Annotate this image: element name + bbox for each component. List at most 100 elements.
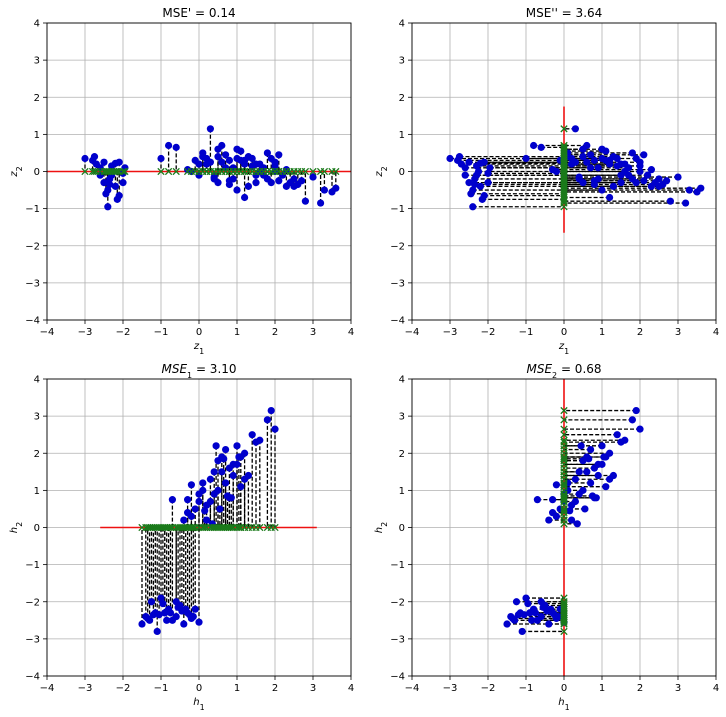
data-point bbox=[469, 203, 477, 211]
projected-point bbox=[560, 611, 568, 619]
projected-point bbox=[560, 616, 568, 624]
data-point bbox=[222, 445, 230, 454]
projected-point bbox=[168, 523, 177, 532]
data-point bbox=[144, 614, 152, 623]
data-point bbox=[606, 156, 614, 164]
data-point bbox=[225, 156, 233, 164]
data-point bbox=[233, 186, 241, 194]
data-point bbox=[471, 180, 479, 189]
data-point bbox=[157, 154, 165, 163]
data-point bbox=[159, 600, 167, 608]
x-tick-label: −2 bbox=[481, 327, 496, 338]
projected-point bbox=[290, 167, 298, 176]
y-tick-label: −3 bbox=[390, 278, 405, 289]
projected-point bbox=[163, 523, 171, 532]
projected-point bbox=[113, 167, 121, 176]
panel-bottom-left: −4 −3 −2 −1 0 1 2 3 4 −4 −3 −2 −1 0 1 2 3 4 MSE1 = 3.10 h1 h… bbox=[9, 362, 354, 712]
projected-point bbox=[185, 523, 194, 532]
data-point bbox=[617, 171, 625, 179]
data-point bbox=[520, 611, 528, 619]
y-tick-label: 1 bbox=[34, 130, 40, 141]
y-tick-label: 1 bbox=[399, 130, 405, 141]
projected-point bbox=[235, 523, 243, 532]
data-point bbox=[606, 475, 614, 483]
data-point bbox=[461, 164, 469, 172]
data-point bbox=[552, 481, 561, 489]
data-point bbox=[155, 611, 163, 619]
y-axis-label: h2 bbox=[9, 522, 24, 533]
x-tick-label: 4 bbox=[348, 683, 354, 694]
projected-point bbox=[256, 523, 264, 532]
y-tick-label: −2 bbox=[25, 241, 40, 252]
x-tick-label: −4 bbox=[405, 683, 420, 694]
y-tick-label: 4 bbox=[399, 375, 405, 386]
data-point bbox=[465, 158, 473, 166]
data-point bbox=[282, 166, 290, 174]
data-point bbox=[655, 182, 663, 190]
y-tick-label: −3 bbox=[390, 634, 405, 645]
x-tick-label: 4 bbox=[348, 327, 354, 338]
x-tick-label: 3 bbox=[310, 327, 316, 338]
data-point bbox=[537, 598, 545, 606]
data-point bbox=[613, 154, 621, 163]
data-point bbox=[199, 479, 207, 487]
data-point bbox=[621, 436, 629, 444]
data-point bbox=[256, 436, 264, 444]
x-tick-label: 2 bbox=[637, 683, 643, 694]
chart-title: MSE2 = 0.68 bbox=[526, 362, 601, 380]
data-point bbox=[165, 141, 173, 150]
y-tick-label: −1 bbox=[390, 560, 405, 571]
y-axis-label: z2 bbox=[374, 166, 389, 177]
data-point bbox=[241, 156, 249, 164]
data-point bbox=[590, 177, 599, 185]
data-point bbox=[579, 179, 587, 187]
data-point bbox=[587, 151, 595, 159]
data-point bbox=[636, 425, 644, 433]
data-point bbox=[598, 186, 606, 194]
data-point bbox=[195, 618, 203, 626]
data-point bbox=[203, 154, 211, 163]
data-point bbox=[528, 616, 536, 624]
data-point bbox=[106, 180, 114, 189]
data-point bbox=[484, 179, 492, 187]
data-point bbox=[90, 153, 99, 161]
y-tick-label: 4 bbox=[399, 19, 405, 30]
data-point bbox=[263, 149, 271, 157]
y-tick-label: −3 bbox=[25, 278, 40, 289]
x-tick-label: 1 bbox=[599, 683, 605, 694]
data-point bbox=[545, 620, 553, 628]
data-point bbox=[550, 611, 559, 619]
x-tick-label: −1 bbox=[519, 327, 534, 338]
data-point bbox=[180, 620, 188, 628]
data-point bbox=[290, 175, 298, 183]
data-point bbox=[644, 171, 652, 179]
projected-point bbox=[560, 156, 568, 165]
data-point bbox=[640, 177, 648, 185]
data-point bbox=[263, 416, 271, 424]
data-point bbox=[588, 492, 597, 500]
data-point bbox=[568, 154, 576, 163]
data-point bbox=[566, 507, 574, 515]
projected-point bbox=[560, 149, 568, 157]
data-point bbox=[332, 184, 340, 192]
data-point bbox=[115, 158, 123, 166]
data-point bbox=[271, 425, 279, 433]
y-axis-label: z2 bbox=[9, 166, 24, 177]
x-tick-label: 2 bbox=[637, 327, 643, 338]
data-point bbox=[587, 164, 595, 172]
data-point bbox=[108, 162, 116, 170]
x-tick-label: −2 bbox=[116, 327, 131, 338]
data-point bbox=[210, 173, 218, 181]
data-point bbox=[248, 162, 256, 170]
data-point bbox=[655, 175, 663, 183]
data-point bbox=[195, 497, 203, 506]
data-point bbox=[697, 184, 705, 192]
data-point bbox=[111, 182, 119, 190]
data-point bbox=[606, 193, 614, 202]
x-tick-label: −3 bbox=[78, 327, 93, 338]
y-tick-label: −2 bbox=[390, 597, 405, 608]
data-point bbox=[512, 598, 521, 606]
projected-point bbox=[560, 158, 568, 166]
data-point bbox=[119, 179, 127, 187]
data-point bbox=[628, 416, 637, 424]
